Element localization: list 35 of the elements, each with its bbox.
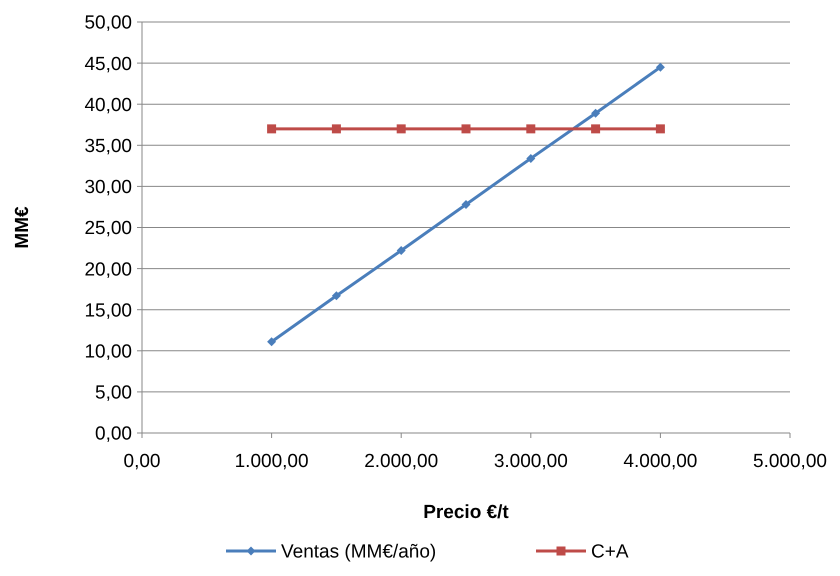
point (396, 246, 406, 256)
legend-label: Ventas (MM€/año) (281, 542, 436, 563)
y-axis-title: MM€ (12, 206, 33, 249)
x-tick-label: 3.000,00 (494, 451, 568, 472)
y-tick-label: 45,00 (84, 54, 132, 75)
y-tick-label: 0,00 (95, 424, 132, 445)
y-tick-label: 50,00 (84, 12, 132, 34)
x-tick-label: 2.000,00 (364, 451, 438, 472)
point (656, 62, 665, 72)
point (396, 124, 406, 134)
point (526, 154, 536, 163)
y-tick-label: 25,00 (84, 218, 132, 240)
y-tick-label: 5,00 (95, 382, 132, 404)
point (332, 124, 341, 134)
point (267, 124, 276, 134)
y-tick-label: 40,00 (84, 94, 132, 116)
x-axis-title: Precio €/t (423, 502, 510, 523)
point (591, 124, 600, 134)
point (656, 124, 665, 134)
x-tick-label: 1.000,00 (234, 451, 309, 472)
x-tick-label: 0,00 (124, 451, 160, 472)
y-tick-label: 30,00 (84, 177, 132, 198)
y-tick-label: 15,00 (84, 300, 132, 322)
point (526, 124, 536, 134)
point (267, 337, 276, 346)
y-tick-label: 10,00 (84, 341, 132, 362)
point (462, 200, 470, 209)
legend-label: C+A (591, 542, 629, 563)
x-tick-label: 5.000,00 (753, 451, 827, 472)
y-tick-label: 20,00 (84, 259, 132, 280)
x-tick-label: 4.000,00 (623, 451, 698, 472)
point (591, 108, 600, 118)
point (332, 291, 341, 300)
point (462, 124, 470, 134)
y-tick-label: 35,00 (84, 136, 132, 157)
